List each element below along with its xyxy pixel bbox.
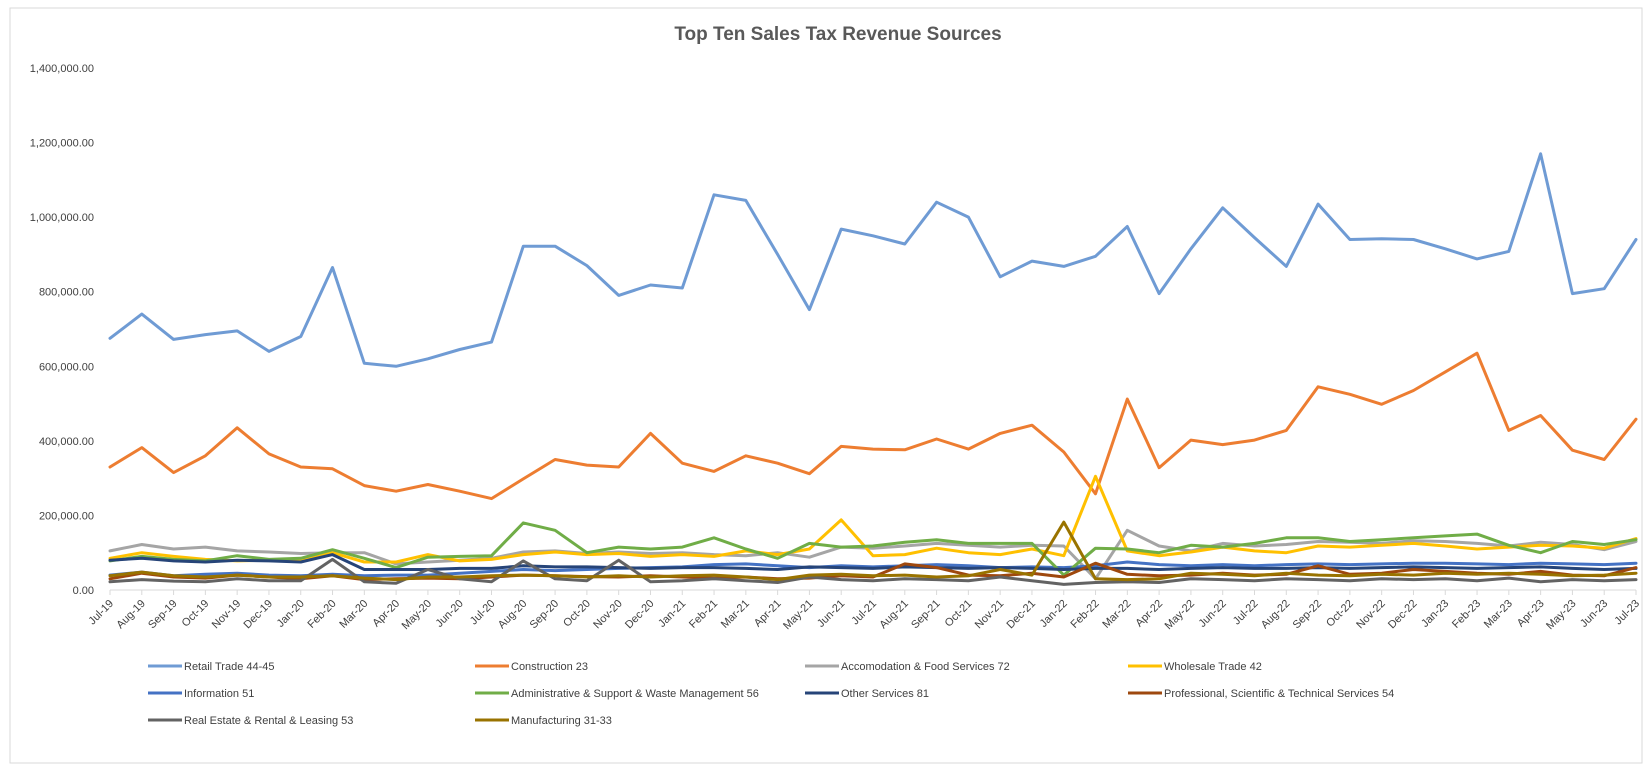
legend-label-retail-trade-44-45: Retail Trade 44-45: [184, 661, 275, 673]
legend-label-construction-23: Construction 23: [511, 661, 588, 673]
y-tick-label: 200,000.00: [39, 510, 94, 522]
legend-label-accomodation-food-services-72: Accomodation & Food Services 72: [841, 661, 1010, 673]
legend-label-professional-scientific-technical-services-54: Professional, Scientific & Technical Ser…: [1164, 688, 1394, 700]
series-line-manufacturing-31-33: [108, 520, 1638, 582]
legend: Retail Trade 44-45 Construction 23 Accomod…: [148, 661, 1394, 727]
legend-label-manufacturing-31-33: Manufacturing 31-33: [511, 715, 612, 727]
y-tick-label: 0.00: [73, 585, 94, 597]
y-tick-label: 600,000.00: [39, 361, 94, 373]
chart-title: Top Ten Sales Tax Revenue Sources: [674, 24, 1001, 45]
series-line-accomodation-food-services-72: [108, 528, 1638, 581]
y-tick-label: 1,000,000.00: [30, 212, 94, 224]
y-tick-label: 400,000.00: [39, 436, 94, 448]
legend-label-real-estate-rental-leasing-53: Real Estate & Rental & Leasing 53: [184, 715, 353, 727]
series-line-administrative-support-waste-management-56: [108, 521, 1638, 577]
legend-label-information-51: Information 51: [184, 688, 254, 700]
y-tick-label: 1,400,000.00: [30, 63, 94, 75]
chart-border: [9, 7, 1643, 764]
y-tick-label: 800,000.00: [39, 287, 94, 299]
legend-label-wholesale-trade-42: Wholesale Trade 42: [1164, 661, 1262, 673]
series-layer: [108, 152, 1638, 586]
y-tick-label: 1,200,000.00: [30, 138, 94, 150]
series-line-construction-23: [108, 351, 1638, 501]
series-line-other-services-81: [108, 553, 1638, 571]
legend-label-administrative-support-waste-management-56: Administrative & Support & Waste Managem…: [511, 688, 759, 700]
legend-label-other-services-81: Other Services 81: [841, 688, 929, 700]
series-line-retail-trade-44-45: [108, 152, 1638, 368]
series-line-real-estate-rental-leasing-53: [108, 557, 1638, 586]
series-line-wholesale-trade-42: [108, 474, 1638, 564]
y-axis: 0.00 200,000.00 400,000.00 600,000.00 800,00…: [30, 63, 94, 597]
